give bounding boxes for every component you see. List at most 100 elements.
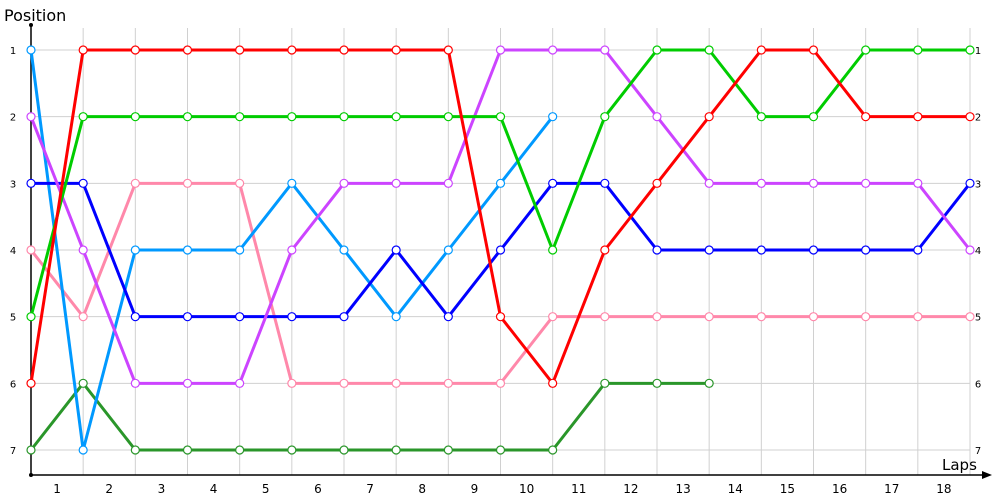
data-point xyxy=(756,245,766,255)
data-point xyxy=(339,178,349,188)
x-tick-label: 4 xyxy=(210,482,218,496)
data-point xyxy=(130,178,140,188)
data-point xyxy=(965,178,975,188)
data-point xyxy=(78,312,88,322)
data-point xyxy=(339,312,349,322)
data-point xyxy=(235,45,245,55)
x-tick-label: 12 xyxy=(623,482,638,496)
data-point xyxy=(548,112,558,122)
data-point xyxy=(26,445,36,455)
data-point xyxy=(130,378,140,388)
x-tick-label: 11 xyxy=(571,482,586,496)
data-point xyxy=(913,245,923,255)
data-point xyxy=(182,312,193,322)
data-point xyxy=(182,45,193,55)
data-point xyxy=(443,312,453,322)
data-point xyxy=(913,178,923,188)
data-point xyxy=(756,312,766,322)
data-point xyxy=(808,45,819,55)
x-tick-label: 2 xyxy=(105,482,113,496)
y-tick-label-right: 6 xyxy=(975,379,981,390)
data-point xyxy=(548,445,558,455)
data-point xyxy=(287,178,297,188)
data-point xyxy=(26,45,36,55)
data-point xyxy=(182,445,193,455)
data-point xyxy=(652,45,662,55)
y-tick-label-right: 1 xyxy=(975,46,981,57)
x-tick-label: 9 xyxy=(471,482,479,496)
data-point xyxy=(704,45,714,55)
data-point xyxy=(548,245,558,255)
data-point xyxy=(652,178,662,188)
data-point xyxy=(391,245,401,255)
data-point xyxy=(130,45,140,55)
data-point xyxy=(130,112,140,122)
series-line xyxy=(29,381,710,452)
data-point xyxy=(704,112,714,122)
data-point xyxy=(26,112,36,122)
data-point xyxy=(600,178,610,188)
data-point xyxy=(391,45,401,55)
data-point xyxy=(26,178,36,188)
data-point xyxy=(287,245,297,255)
x-tick-label: 3 xyxy=(158,482,166,496)
x-axis-label: Laps xyxy=(942,456,977,474)
data-point xyxy=(652,378,662,388)
data-point xyxy=(600,245,610,255)
data-point xyxy=(235,312,245,322)
data-point xyxy=(495,45,506,55)
data-point xyxy=(495,445,506,455)
data-point xyxy=(339,245,349,255)
y-tick-label-left: 7 xyxy=(10,446,16,457)
y-tick-label-left: 2 xyxy=(10,113,16,124)
y-tick-label-left: 1 xyxy=(10,46,16,57)
tick-labels: 1 12 23 34 45 56 67 71 2 3 4 5 6 7 8 9 10 11 12 13 14 15 16 17 1… xyxy=(10,46,981,496)
series-3 xyxy=(26,178,975,322)
data-point xyxy=(287,45,297,55)
y-tick-label-right: 2 xyxy=(975,113,981,124)
data-point xyxy=(808,178,819,188)
data-point xyxy=(965,112,975,122)
data-point xyxy=(443,378,453,388)
x-tick-label: 14 xyxy=(728,482,743,496)
data-point xyxy=(548,378,558,388)
x-tick-label: 15 xyxy=(780,482,795,496)
data-point xyxy=(78,245,88,255)
data-point xyxy=(704,245,714,255)
data-point xyxy=(235,112,245,122)
data-point xyxy=(235,178,245,188)
data-point xyxy=(182,378,193,388)
x-tick-label: 1 xyxy=(53,482,61,496)
data-point xyxy=(913,45,923,55)
data-point xyxy=(704,178,714,188)
data-point xyxy=(287,445,297,455)
data-point xyxy=(130,245,140,255)
data-point xyxy=(495,312,506,322)
data-point xyxy=(443,178,453,188)
data-point xyxy=(287,378,297,388)
x-tick-label: 13 xyxy=(675,482,690,496)
y-axis-label: Position xyxy=(4,6,66,25)
data-point xyxy=(548,312,558,322)
data-point xyxy=(600,312,610,322)
x-tick-label: 7 xyxy=(366,482,374,496)
data-point xyxy=(339,112,349,122)
data-point xyxy=(756,112,766,122)
data-point xyxy=(391,178,401,188)
data-point xyxy=(965,312,975,322)
data-point xyxy=(495,112,506,122)
y-tick-label-right: 4 xyxy=(975,246,981,257)
y-axis-end-dot xyxy=(29,23,33,27)
data-point xyxy=(652,112,662,122)
data-point xyxy=(391,445,401,455)
data-point xyxy=(26,378,36,388)
data-point xyxy=(391,312,401,322)
data-point xyxy=(913,112,923,122)
x-tick-label: 16 xyxy=(832,482,847,496)
data-point xyxy=(652,312,662,322)
data-point xyxy=(600,112,610,122)
data-point xyxy=(26,312,36,322)
series-5 xyxy=(26,45,975,322)
series-0 xyxy=(26,378,714,455)
data-point xyxy=(965,245,975,255)
